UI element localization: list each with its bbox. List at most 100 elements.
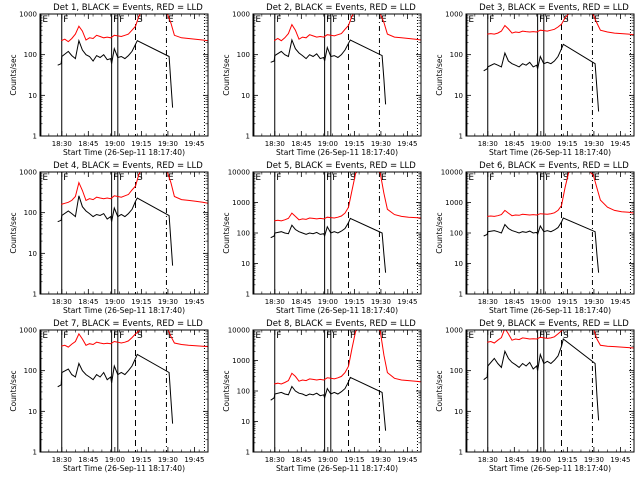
event-marker-label: E [468, 331, 474, 341]
x-tick-label: 18:45 [78, 140, 98, 148]
x-tick-label: 19:45 [610, 140, 630, 148]
x-tick-label: 18:45 [504, 298, 524, 306]
panel-title: Det 2, BLACK = Events, RED = LLD [266, 3, 416, 13]
series-lld-line [274, 172, 421, 222]
x-tick-label: 19:30 [371, 456, 391, 464]
x-tick-label: 19:30 [584, 140, 604, 148]
x-tick-label: 19:15 [557, 456, 577, 464]
x-tick-label: 18:30 [478, 298, 498, 306]
x-tick-label: 19:00 [531, 298, 551, 306]
event-marker-label: E [168, 173, 174, 183]
x-tick-label: 19:45 [397, 298, 417, 306]
y-tick-label: 1000 [445, 199, 463, 207]
event-marker-label: E [381, 173, 387, 183]
y-tick-label: 1000 [232, 11, 250, 19]
x-tick-label: 18:30 [265, 298, 285, 306]
y-tick-label: 1000 [445, 11, 463, 19]
event-marker-label: F [119, 15, 124, 25]
y-tick-label: 1000 [232, 199, 250, 207]
x-tick-label: 18:30 [265, 140, 285, 148]
event-marker-label: F [332, 331, 337, 341]
event-marker-label: E [42, 15, 48, 25]
panel-8: Det 8, BLACK = Events, RED = LLD 1 10 100 10… [222, 319, 422, 473]
x-axis-label: Start Time (26-Sep-11 18:17:40) [276, 148, 398, 157]
y-tick-label: 100 [237, 230, 250, 238]
x-tick-label: 19:45 [397, 456, 417, 464]
plot-frame [465, 171, 635, 295]
plot-frame [465, 329, 635, 453]
series-lld-line [274, 330, 421, 385]
x-axis-label: Start Time (26-Sep-11 18:17:40) [489, 464, 611, 473]
x-tick-label: 19:45 [184, 456, 204, 464]
x-tick-label: 18:30 [478, 456, 498, 464]
y-tick-label: 10 [28, 92, 37, 100]
event-marker-label: E [168, 15, 174, 25]
x-tick-label: 19:15 [131, 140, 151, 148]
y-axis-label: Counts/sec [222, 212, 231, 253]
y-axis-label: Counts/sec [222, 370, 231, 411]
series-events-line [57, 195, 174, 266]
event-marker-label: F [332, 173, 337, 183]
x-tick-label: 19:30 [371, 140, 391, 148]
x-tick-label: 19:30 [584, 298, 604, 306]
event-marker-label: F [350, 331, 355, 341]
y-tick-label: 100 [237, 388, 250, 396]
x-tick-label: 19:15 [131, 456, 151, 464]
x-tick-label: 18:30 [52, 140, 72, 148]
event-marker-label: E [381, 331, 387, 341]
x-tick-label: 19:00 [105, 298, 125, 306]
event-marker-label: S [563, 173, 569, 183]
y-tick-label: 1 [246, 449, 250, 457]
series-events-line [483, 43, 600, 112]
panel-title: Det 6, BLACK = Events, RED = LLD [479, 161, 629, 171]
y-tick-label: 1000 [19, 169, 37, 177]
y-tick-label: 10000 [441, 169, 463, 177]
event-marker-label: S [137, 15, 143, 25]
y-tick-label: 1 [246, 291, 250, 299]
plot-frame [39, 171, 209, 295]
event-marker-label: F [119, 173, 124, 183]
event-marker-label: F [489, 173, 494, 183]
event-marker-label: F [119, 331, 124, 341]
event-marker-label: F [545, 331, 550, 341]
x-tick-label: 19:45 [610, 298, 630, 306]
series-lld-line [61, 172, 208, 205]
y-tick-label: 10000 [228, 327, 250, 335]
x-tick-label: 18:45 [291, 298, 311, 306]
y-tick-label: 100 [237, 51, 250, 59]
y-tick-label: 100 [450, 367, 463, 375]
y-tick-label: 1000 [19, 11, 37, 19]
x-tick-label: 18:30 [478, 140, 498, 148]
plot-frame [252, 171, 422, 295]
panel-5: Det 5, BLACK = Events, RED = LLD 1 10 100 10… [222, 161, 422, 315]
panel-title: Det 7, BLACK = Events, RED = LLD [53, 319, 203, 329]
event-marker-label: E [42, 173, 48, 183]
event-marker-label: F [113, 173, 118, 183]
y-axis-label: Counts/sec [9, 370, 18, 411]
event-marker-label: E [594, 331, 600, 341]
x-tick-label: 18:45 [78, 456, 98, 464]
series-lld-line [487, 14, 634, 36]
y-tick-label: 10 [454, 260, 463, 268]
event-marker-label: S [350, 15, 356, 25]
x-tick-label: 19:15 [344, 298, 364, 306]
panel-title: Det 5, BLACK = Events, RED = LLD [266, 161, 416, 171]
series-lld-line [487, 330, 634, 349]
series-events-line [483, 217, 600, 273]
y-tick-label: 100 [24, 367, 37, 375]
plot-frame [465, 13, 635, 137]
y-tick-label: 1 [459, 449, 463, 457]
panel-9: Det 9, BLACK = Events, RED = LLD 1 10 100 10… [435, 319, 635, 473]
event-marker-label: S [350, 173, 356, 183]
y-tick-label: 100 [450, 51, 463, 59]
series-events-line [483, 338, 600, 421]
panel-1: Det 1, BLACK = Events, RED = LLD 1 10 100 10… [9, 3, 209, 157]
y-axis-label: Counts/sec [435, 370, 444, 411]
plot-frame [39, 329, 209, 453]
event-marker-label: E [381, 15, 387, 25]
x-tick-label: 19:00 [105, 456, 125, 464]
y-tick-label: 1 [33, 133, 37, 141]
y-tick-label: 1000 [19, 327, 37, 335]
event-marker-label: F [326, 173, 331, 183]
